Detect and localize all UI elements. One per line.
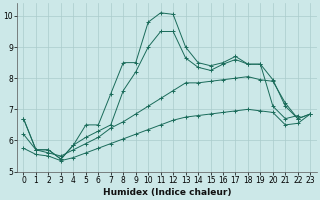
X-axis label: Humidex (Indice chaleur): Humidex (Indice chaleur)	[103, 188, 231, 197]
